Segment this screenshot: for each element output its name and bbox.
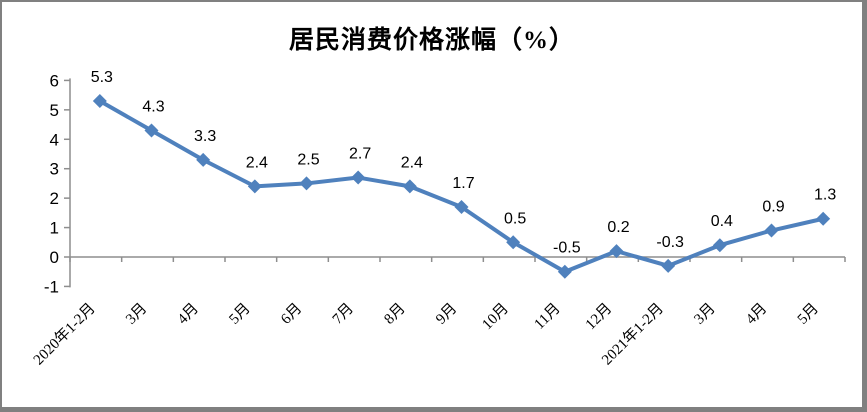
x-category-label: 5月 bbox=[226, 301, 253, 328]
y-tick-label: 4 bbox=[50, 130, 59, 149]
data-point-marker bbox=[609, 244, 624, 259]
data-point-label: -0.5 bbox=[553, 240, 581, 257]
x-category-label: 10月 bbox=[479, 301, 512, 334]
data-point-label: 1.7 bbox=[452, 175, 474, 192]
data-point-marker bbox=[712, 238, 727, 253]
x-category-label: 5月 bbox=[795, 301, 822, 328]
x-category-label: 4月 bbox=[743, 301, 770, 328]
data-point-label: 2.7 bbox=[349, 146, 371, 163]
data-point-marker bbox=[144, 123, 159, 138]
data-point-label: 0.5 bbox=[504, 210, 526, 227]
data-point-label: 0.9 bbox=[762, 199, 784, 216]
y-tick-label: 0 bbox=[50, 248, 59, 267]
data-point-label: 2.4 bbox=[401, 154, 423, 171]
chart-title: 居民消费价格涨幅（%） bbox=[288, 27, 575, 54]
data-point-marker bbox=[247, 179, 262, 194]
data-point-label: -0.3 bbox=[656, 234, 684, 251]
data-point-marker bbox=[92, 94, 107, 109]
data-point-marker bbox=[816, 211, 831, 226]
data-point-label: 0.4 bbox=[711, 213, 733, 230]
y-tick-label: 2 bbox=[50, 189, 59, 208]
data-point-label: 2.5 bbox=[297, 151, 319, 168]
y-tick-label: -1 bbox=[44, 277, 59, 296]
data-point-label: 1.3 bbox=[814, 187, 836, 204]
x-category-label: 6月 bbox=[278, 301, 305, 328]
data-point-marker bbox=[454, 199, 469, 214]
data-point-label: 5.3 bbox=[91, 69, 113, 86]
y-tick-label: 5 bbox=[50, 101, 59, 120]
x-category-label: 3月 bbox=[691, 301, 718, 328]
data-point-marker bbox=[299, 176, 314, 191]
x-category-label: 8月 bbox=[381, 301, 408, 328]
data-point-label: 3.3 bbox=[194, 128, 216, 145]
x-category-label: 4月 bbox=[175, 301, 202, 328]
data-point-marker bbox=[557, 264, 572, 279]
x-category-label: 12月 bbox=[583, 301, 616, 334]
data-point-marker bbox=[661, 258, 676, 273]
data-point-marker bbox=[196, 152, 211, 167]
data-point-label: 4.3 bbox=[142, 98, 164, 115]
y-tick-label: 3 bbox=[50, 160, 59, 179]
data-point-marker bbox=[402, 179, 417, 194]
x-category-label: 9月 bbox=[433, 301, 460, 328]
x-category-label: 2020年1-2月 bbox=[30, 300, 99, 369]
x-category-label: 7月 bbox=[330, 301, 357, 328]
x-category-label: 3月 bbox=[123, 301, 150, 328]
data-point-marker bbox=[351, 170, 366, 185]
data-point-label: 0.2 bbox=[607, 219, 629, 236]
y-tick-label: 6 bbox=[50, 71, 59, 90]
data-point-marker bbox=[506, 235, 521, 250]
y-tick-label: 1 bbox=[50, 219, 59, 238]
x-category-label: 11月 bbox=[532, 301, 564, 333]
data-point-marker bbox=[764, 223, 779, 238]
data-point-label: 2.4 bbox=[246, 154, 268, 171]
